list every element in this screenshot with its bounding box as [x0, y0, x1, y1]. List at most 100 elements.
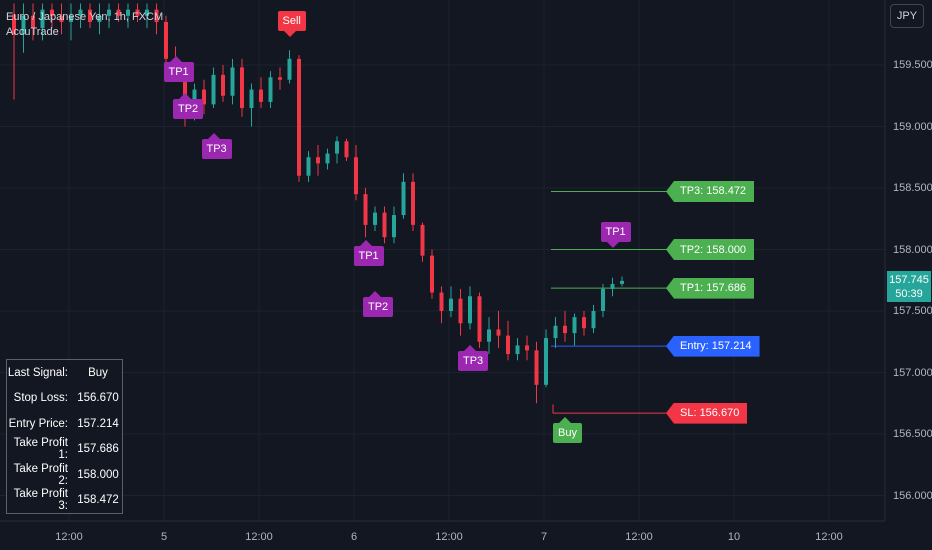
y-tick-label: 159.000: [893, 120, 932, 133]
candle-body: [449, 298, 453, 311]
pointer-up-icon: [359, 239, 372, 246]
signal-marker[interactable]: TP3: [201, 138, 232, 159]
candle-body: [135, 9, 140, 16]
candle-body: [610, 283, 615, 289]
x-tick-label: 12:00: [435, 531, 463, 543]
table-row: Take Profit 3: 158.472: [7, 488, 122, 514]
candle-body: [544, 338, 548, 385]
level-tag: TP1: 157.686: [666, 277, 755, 299]
table-key: Entry Price:: [8, 417, 68, 430]
table-row: Last Signal: Buy: [7, 360, 122, 386]
symbol-title[interactable]: Euro / Japanese Yen, 1h, FXCM: [6, 11, 164, 23]
candle-body: [306, 157, 311, 176]
y-tick-label: 156.500: [893, 428, 932, 440]
pointer-up-icon: [207, 132, 220, 139]
table-value: 158.000: [77, 468, 119, 481]
table-value: 158.472: [77, 494, 119, 507]
candle-body: [496, 329, 501, 336]
x-tick-label: 6: [350, 531, 358, 543]
candle-body: [40, 9, 45, 29]
table-row: Stop Loss: 156.670: [7, 386, 122, 412]
level-tag: SL: 156.670: [666, 402, 748, 424]
signal-table: Last Signal: Buy Stop Loss: 156.670 Entry …: [6, 359, 123, 514]
candle-body: [316, 157, 320, 164]
candle-body: [145, 9, 149, 16]
x-tick-label: 12:00: [815, 531, 843, 543]
candle-body: [601, 288, 605, 311]
level-tag: Entry: 157.214: [666, 335, 760, 357]
candle-body: [50, 9, 54, 16]
candle-body: [439, 292, 444, 311]
table-key: Last Signal:: [7, 366, 68, 379]
table-key: Stop Loss:: [13, 392, 68, 405]
table-value: 156.670: [77, 392, 119, 405]
indicator-name[interactable]: AccuTrade: [6, 26, 59, 38]
candle-body: [382, 212, 387, 238]
signal-marker[interactable]: TP1: [353, 245, 384, 266]
x-tick-label: 12:00: [55, 531, 83, 543]
candle-body: [211, 74, 216, 105]
candle-body: [268, 77, 273, 102]
candle-body: [126, 9, 130, 16]
level-tag: TP3: 158.472: [666, 180, 755, 202]
signal-marker[interactable]: TP3: [458, 351, 489, 372]
candle-body: [12, 14, 16, 35]
signal-marker[interactable]: TP2: [363, 297, 394, 318]
candle-body: [354, 157, 358, 195]
pointer-up-icon: [559, 416, 571, 423]
candle-body: [525, 345, 529, 351]
y-tick-label: 156.000: [893, 489, 932, 502]
candle-body: [202, 89, 206, 105]
candle-body: [363, 194, 368, 225]
candle-body: [240, 67, 244, 109]
x-tick-label: 10: [727, 531, 741, 543]
candle-body: [59, 15, 64, 22]
y-tick-label: 157.500: [893, 305, 932, 317]
table-row: Take Profit 1: 157.686: [7, 437, 122, 463]
pointer-up-icon: [369, 291, 381, 298]
candle-body: [591, 311, 596, 329]
candle-body: [164, 21, 168, 59]
candle-body: [221, 74, 225, 96]
candle-body: [154, 9, 159, 22]
signal-marker[interactable]: Sell: [277, 10, 306, 31]
candle-body: [107, 9, 111, 16]
candle-body: [620, 280, 624, 284]
candle-body: [31, 15, 35, 29]
candle-body: [477, 296, 482, 342]
candle-body: [373, 212, 377, 225]
candle-body: [392, 215, 396, 238]
candle-body: [297, 58, 301, 176]
pointer-down-icon: [283, 30, 296, 37]
candle-body: [78, 9, 83, 16]
candle-body: [468, 296, 472, 324]
signal-marker[interactable]: TP2: [173, 99, 204, 120]
candle-body: [21, 15, 26, 35]
candle-body: [335, 141, 339, 154]
table-row: Take Profit 2: 158.000: [7, 462, 122, 488]
candle-body: [411, 181, 415, 225]
signal-marker[interactable]: TP1: [163, 62, 194, 83]
currency-button[interactable]: JPY: [890, 4, 924, 28]
level-tag: TP2: 158.000: [666, 239, 755, 260]
table-row: Entry Price: 157.214: [7, 411, 122, 437]
candle-body: [572, 317, 577, 334]
candle-body: [582, 317, 586, 329]
bar-countdown: 50:39: [895, 288, 923, 300]
x-tick-label: 5: [160, 531, 168, 543]
candle-body: [506, 335, 510, 355]
signal-marker[interactable]: TP1: [600, 222, 631, 243]
table-value: 157.686: [77, 443, 119, 456]
candle-body: [259, 89, 263, 102]
candlestick-series: [12, 3, 624, 404]
candle-body: [420, 224, 425, 256]
candle-body: [287, 58, 292, 80]
candle-body: [487, 329, 491, 342]
y-tick-label: 159.500: [893, 59, 932, 71]
candle-body: [69, 15, 73, 22]
table-value: 157.214: [77, 417, 119, 430]
y-tick-label: 158.500: [893, 182, 932, 194]
table-value: Buy: [88, 366, 108, 379]
signal-marker[interactable]: Buy: [553, 422, 582, 443]
